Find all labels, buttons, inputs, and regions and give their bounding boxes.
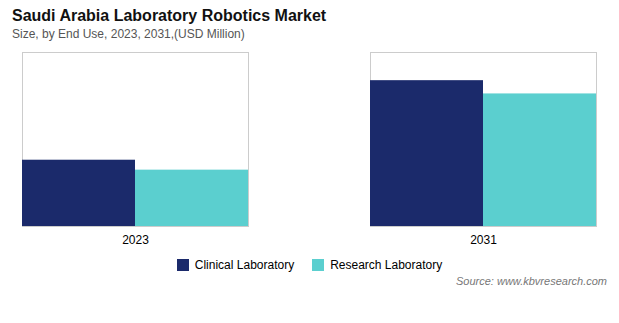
html-text:Source: www.kbvresearch.com: Source: www.kbvresearch.com [456,275,607,287]
svg-text:2023: 2023 [122,233,149,247]
html-text:Clinical Laboratory: Clinical Laboratory [194,258,295,272]
html-text:Saudi Arabia Laboratory Roboti: Saudi Arabia Laboratory Robotics Market [12,7,327,24]
svg-text:2031: 2031 [470,233,497,247]
html-text:Research Laboratory: Research Laboratory [330,258,443,272]
html-text:Size, by End Use, 2023, 2031,(: Size, by End Use, 2023, 2031,(USD Millio… [12,27,245,41]
